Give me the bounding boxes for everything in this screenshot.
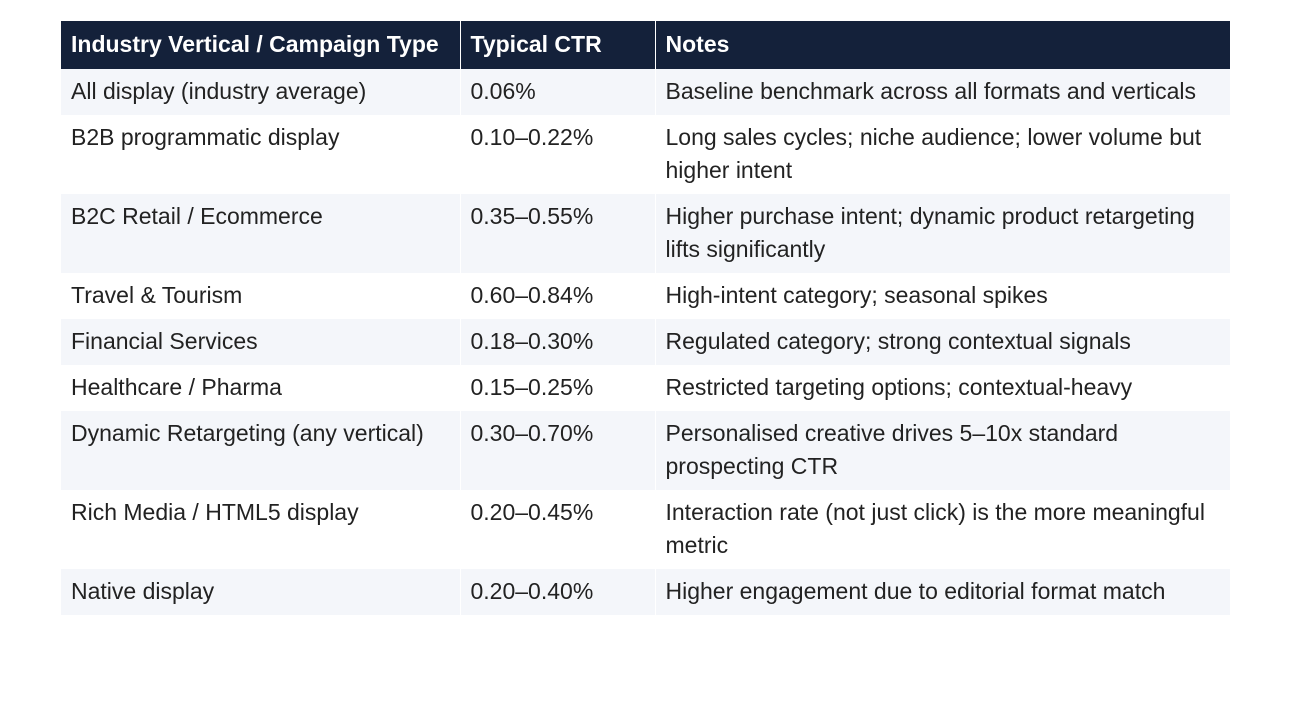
cell-notes: Higher purchase intent; dynamic product …: [655, 194, 1230, 273]
cell-ctr: 0.20–0.40%: [460, 569, 656, 615]
table-row: B2C Retail / Ecommerce 0.35–0.55% Higher…: [61, 194, 1230, 273]
table-row: Healthcare / Pharma 0.15–0.25% Restricte…: [61, 365, 1230, 411]
table-row: Financial Services 0.18–0.30% Regulated …: [61, 319, 1230, 365]
table-header: Industry Vertical / Campaign Type Typica…: [61, 21, 1230, 69]
cell-ctr: 0.06%: [460, 69, 656, 115]
cell-notes: Personalised creative drives 5–10x stand…: [655, 411, 1230, 490]
table-row: B2B programmatic display 0.10–0.22% Long…: [61, 115, 1230, 194]
cell-industry: Dynamic Retargeting (any vertical): [61, 411, 461, 490]
cell-industry: Financial Services: [61, 319, 461, 365]
table-row: Native display 0.20–0.40% Higher engagem…: [61, 569, 1230, 615]
cell-industry: B2B programmatic display: [61, 115, 461, 194]
cell-industry: Travel & Tourism: [61, 273, 461, 319]
table-row: All display (industry average) 0.06% Bas…: [61, 69, 1230, 115]
cell-ctr: 0.35–0.55%: [460, 194, 656, 273]
table-row: Dynamic Retargeting (any vertical) 0.30–…: [61, 411, 1230, 490]
cell-industry: B2C Retail / Ecommerce: [61, 194, 461, 273]
cell-ctr: 0.10–0.22%: [460, 115, 656, 194]
cell-industry: Rich Media / HTML5 display: [61, 490, 461, 569]
cell-industry: Healthcare / Pharma: [61, 365, 461, 411]
header-notes: Notes: [655, 21, 1230, 69]
cell-ctr: 0.60–0.84%: [460, 273, 656, 319]
cell-notes: Higher engagement due to editorial forma…: [655, 569, 1230, 615]
cell-notes: Baseline benchmark across all formats an…: [655, 69, 1230, 115]
cell-notes: Regulated category; strong contextual si…: [655, 319, 1230, 365]
cell-ctr: 0.15–0.25%: [460, 365, 656, 411]
ctr-benchmark-table-container: Industry Vertical / Campaign Type Typica…: [61, 21, 1230, 615]
cell-ctr: 0.20–0.45%: [460, 490, 656, 569]
cell-notes: High-intent category; seasonal spikes: [655, 273, 1230, 319]
cell-notes: Restricted targeting options; contextual…: [655, 365, 1230, 411]
table-row: Travel & Tourism 0.60–0.84% High-intent …: [61, 273, 1230, 319]
cell-notes: Interaction rate (not just click) is the…: [655, 490, 1230, 569]
cell-industry: Native display: [61, 569, 461, 615]
cell-notes: Long sales cycles; niche audience; lower…: [655, 115, 1230, 194]
cell-ctr: 0.18–0.30%: [460, 319, 656, 365]
ctr-benchmark-table: Industry Vertical / Campaign Type Typica…: [61, 21, 1230, 615]
header-industry-vertical: Industry Vertical / Campaign Type: [61, 21, 461, 69]
cell-industry: All display (industry average): [61, 69, 461, 115]
table-row: Rich Media / HTML5 display 0.20–0.45% In…: [61, 490, 1230, 569]
header-typical-ctr: Typical CTR: [460, 21, 656, 69]
header-row: Industry Vertical / Campaign Type Typica…: [61, 21, 1230, 69]
cell-ctr: 0.30–0.70%: [460, 411, 656, 490]
table-body: All display (industry average) 0.06% Bas…: [61, 69, 1230, 615]
